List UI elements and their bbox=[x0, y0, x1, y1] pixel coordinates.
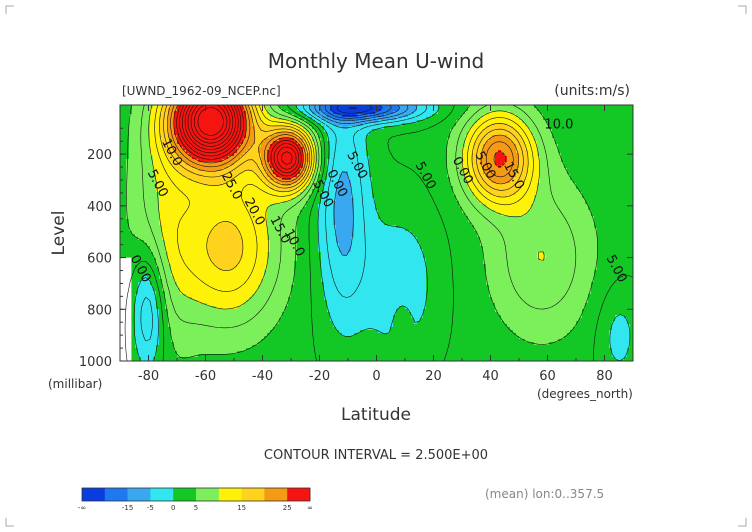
colorbar-swatch bbox=[196, 488, 220, 501]
isoline bbox=[173, 105, 506, 180]
isoline bbox=[190, 105, 231, 144]
contour-label: 10.0 bbox=[544, 117, 573, 132]
y-tick-label: 200 bbox=[87, 148, 112, 163]
axis-ticks: -80 -60 -40 -20 0 20 40 60 80 200 400 600 800 1000 bbox=[79, 105, 634, 384]
x-axis-label: Latitude bbox=[341, 405, 411, 425]
isoline bbox=[176, 105, 302, 177]
units-label: (units:m/s) bbox=[554, 83, 630, 99]
isoline bbox=[159, 105, 529, 271]
contour-fill-field bbox=[120, 105, 633, 361]
isoline bbox=[124, 105, 633, 361]
isoline bbox=[126, 105, 599, 359]
isoline bbox=[309, 105, 418, 256]
colorbar-label: 15 bbox=[237, 504, 246, 512]
x-axis-units: (degrees_north) bbox=[537, 387, 633, 401]
x-tick-label: -60 bbox=[195, 369, 216, 384]
x-tick-label: 40 bbox=[482, 369, 499, 384]
corner-marks bbox=[5, 5, 747, 527]
averaging-note: (mean) lon:0..357.5 bbox=[485, 487, 604, 501]
isoline bbox=[324, 105, 392, 119]
isoline bbox=[336, 105, 373, 114]
colorbar-label: ∞ bbox=[307, 504, 313, 512]
y-tick-label: 800 bbox=[87, 303, 112, 318]
colorbar-label: -15 bbox=[122, 504, 133, 512]
contour-lines bbox=[124, 105, 633, 361]
isoline bbox=[193, 105, 228, 140]
colorbar-swatch bbox=[241, 488, 265, 501]
isoline bbox=[184, 105, 293, 165]
y-tick-label: 1000 bbox=[79, 355, 112, 370]
colorbar-label: -5 bbox=[147, 504, 154, 512]
isoline bbox=[148, 105, 545, 310]
colorbar: -∞ -15 -5 0 5 15 25 ∞ bbox=[78, 487, 313, 512]
colorbar-label: 0 bbox=[171, 504, 175, 512]
colorbar-label: 25 bbox=[283, 504, 292, 512]
colorbar-swatch bbox=[104, 488, 128, 501]
colorbar-label: 5 bbox=[194, 504, 198, 512]
colorbar-frame bbox=[81, 487, 311, 502]
isoline bbox=[170, 105, 514, 183]
x-tick-label: -20 bbox=[309, 369, 330, 384]
colorbar-label: -∞ bbox=[78, 504, 86, 512]
y-axis-label: Level bbox=[49, 211, 69, 256]
x-tick-label: 60 bbox=[539, 369, 556, 384]
x-tick-label: -40 bbox=[252, 369, 273, 384]
colorbar-swatch bbox=[264, 488, 288, 501]
chart-title: Monthly Mean U-wind bbox=[268, 49, 484, 73]
isoline bbox=[140, 105, 577, 329]
x-tick-label: -80 bbox=[138, 369, 159, 384]
isoline bbox=[197, 107, 224, 136]
x-tick-label: 20 bbox=[425, 369, 442, 384]
y-tick-label: 400 bbox=[87, 200, 112, 215]
colorbar-swatch bbox=[287, 488, 311, 501]
y-axis-units: (millibar) bbox=[48, 377, 102, 391]
colorbar-swatch bbox=[127, 488, 151, 501]
contour-interval: CONTOUR INTERVAL = 2.500E+00 bbox=[264, 448, 488, 463]
file-label: [UWND_1962-09_NCEP.nc] bbox=[122, 84, 281, 98]
isoline bbox=[163, 105, 524, 191]
isoline bbox=[182, 105, 297, 170]
isoline bbox=[179, 105, 300, 174]
colorbar-swatch bbox=[218, 488, 242, 501]
x-tick-label: 0 bbox=[372, 369, 380, 384]
colorbar-swatch bbox=[150, 488, 174, 501]
isoline bbox=[348, 107, 357, 109]
colorbar-swatch bbox=[173, 488, 197, 501]
isoline bbox=[314, 105, 409, 124]
isoline bbox=[187, 105, 234, 147]
isoline bbox=[133, 105, 631, 361]
isoline bbox=[167, 105, 519, 186]
isoline bbox=[140, 105, 428, 342]
x-tick-label: 80 bbox=[596, 369, 613, 384]
isoline bbox=[319, 105, 401, 121]
colorbar-swatch bbox=[82, 488, 106, 501]
y-tick-label: 600 bbox=[87, 252, 112, 267]
isoline bbox=[154, 105, 534, 292]
isoline bbox=[330, 105, 383, 117]
